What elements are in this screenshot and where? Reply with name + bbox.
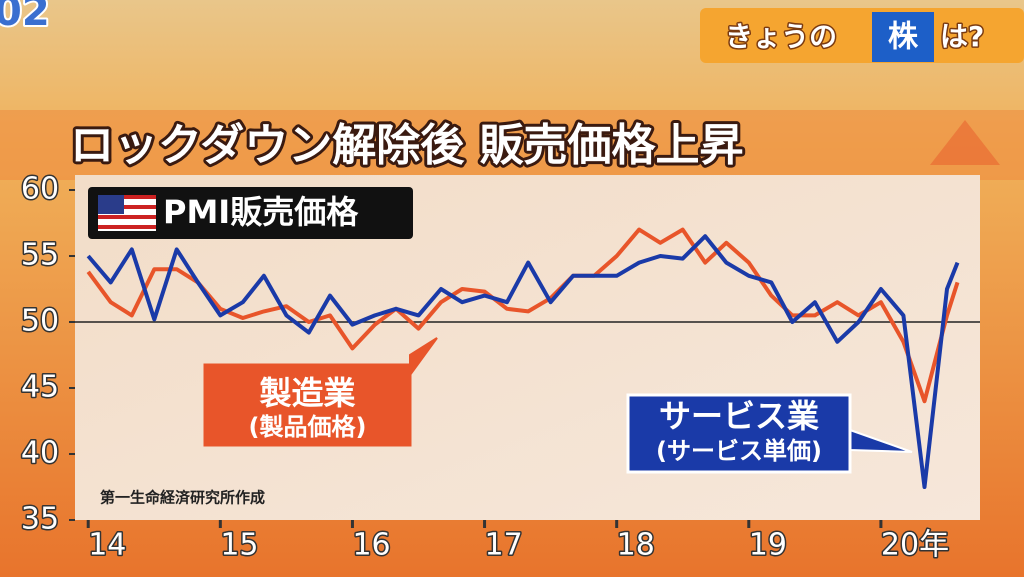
x-tick-label: 18 [617, 528, 655, 563]
source: 第一生命経済研究所作成 [100, 489, 265, 507]
corner-text: きょうの [725, 20, 837, 53]
x-tick-label: 14 [88, 528, 126, 563]
x-tick-label: 20年 [881, 528, 949, 563]
corner-text: 株 [888, 20, 919, 55]
channel-number: 02 [0, 0, 50, 35]
y-tick-label: 45 [21, 370, 59, 405]
y-tick-label: 55 [21, 238, 59, 273]
corner-highlight [872, 12, 934, 62]
y-tick-label: 35 [21, 502, 59, 537]
annotation-box [626, 393, 852, 474]
chart-title: ロックダウン解除後 販売価格上昇 [70, 120, 744, 171]
legend-title: PMI販売価格 [163, 193, 359, 231]
x-tick-label: 16 [352, 528, 390, 563]
corner-banner [700, 8, 1024, 63]
legend-sublabel: (サービス単価) [656, 437, 822, 465]
y-tick-label: 60 [21, 172, 59, 207]
x-tick-label: 15 [220, 528, 258, 563]
x-tick-label: 19 [749, 528, 787, 563]
legend-sublabel: (製品価格) [249, 413, 367, 441]
title-band [0, 110, 1024, 180]
x-tick-label: 17 [485, 528, 523, 563]
legend-box [88, 187, 413, 239]
series-line [86, 227, 960, 404]
decor [930, 120, 1000, 165]
y-tick-label: 40 [21, 436, 59, 471]
legend-label: 製造業 [259, 374, 355, 412]
y-tick-label: 50 [21, 304, 59, 339]
series-line [86, 234, 960, 489]
flag [98, 195, 156, 231]
corner-text: は? [940, 20, 984, 53]
legend-label: サービス業 [659, 397, 819, 435]
annotation-box [203, 363, 412, 447]
